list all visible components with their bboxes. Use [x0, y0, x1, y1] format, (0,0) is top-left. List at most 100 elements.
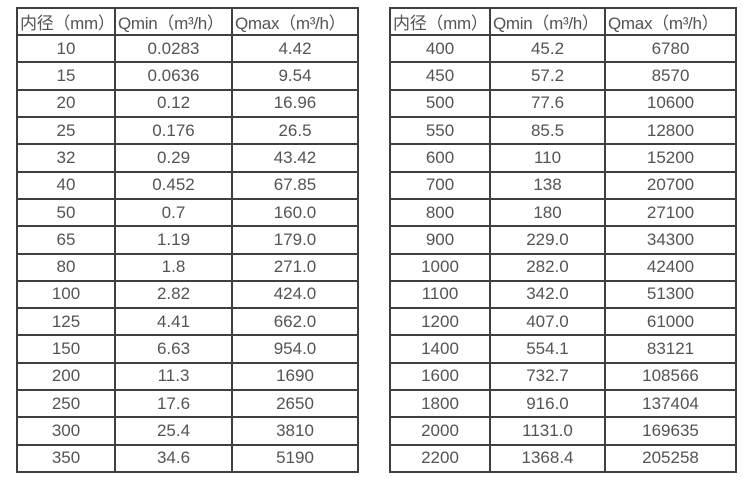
diameter-cell: 300	[16, 416, 116, 446]
table-row: 50 0.7 160.0	[16, 197, 359, 228]
table-row: 550 85.5 12800	[389, 115, 737, 146]
table-row: 32 0.29 43.42	[16, 143, 359, 173]
diameter-cell: 150	[16, 334, 116, 364]
qmax-cell: 4.42	[231, 33, 359, 64]
diameter-cell: 1100	[389, 279, 491, 310]
diameter-cell: 32	[16, 143, 116, 173]
qmax-cell: 9.54	[231, 61, 359, 91]
diameter-cell: 1600	[389, 361, 491, 392]
qmax-cell: 83121	[604, 334, 737, 364]
qmin-cell: 4.41	[114, 307, 233, 337]
qmin-cell: 45.2	[489, 33, 606, 64]
qmin-cell: 110	[489, 143, 606, 173]
qmax-cell: 12800	[604, 115, 737, 146]
qmin-cell: 17.6	[114, 389, 233, 419]
table-row: 100 2.82 424.0	[16, 279, 359, 310]
diameter-cell: 80	[16, 252, 116, 282]
diameter-cell: 1200	[389, 307, 491, 337]
table-row: 25 0.176 26.5	[16, 115, 359, 146]
qmin-cell: 1.8	[114, 252, 233, 282]
qmin-cell: 0.29	[114, 143, 233, 173]
qmax-cell: 108566	[604, 361, 737, 392]
qmax-cell: 34300	[604, 225, 737, 255]
table-row: 20 0.12 16.96	[16, 88, 359, 118]
table-row: 2000 1131.0 169635	[389, 416, 737, 446]
qmin-cell: 57.2	[489, 61, 606, 91]
table-row: 40 0.452 67.85	[16, 170, 359, 200]
diameter-cell: 900	[389, 225, 491, 255]
table-row: 500 77.6 10600	[389, 88, 737, 118]
qmin-cell: 0.12	[114, 88, 233, 118]
qmax-cell: 5190	[231, 443, 359, 474]
table-row: 200 11.3 1690	[16, 361, 359, 392]
table-row: 1000 282.0 42400	[389, 252, 737, 282]
diameter-column-header: 内径（mm）	[389, 7, 491, 36]
qmax-cell: 169635	[604, 416, 737, 446]
diameter-cell: 50	[16, 197, 116, 228]
qmax-cell: 51300	[604, 279, 737, 310]
header-row: 内径（mm） Qmin（m³/h） Qmax（m³/h）	[16, 7, 359, 36]
table-row: 80 1.8 271.0	[16, 252, 359, 282]
qmin-cell: 138	[489, 170, 606, 200]
diameter-cell: 200	[16, 361, 116, 392]
qmin-cell: 6.63	[114, 334, 233, 364]
diameter-cell: 100	[16, 279, 116, 310]
table-row: 15 0.0636 9.54	[16, 61, 359, 91]
qmin-cell: 0.0636	[114, 61, 233, 91]
qmax-cell: 61000	[604, 307, 737, 337]
qmax-cell: 954.0	[231, 334, 359, 364]
qmin-cell: 282.0	[489, 252, 606, 282]
diameter-cell: 600	[389, 143, 491, 173]
table-row: 65 1.19 179.0	[16, 225, 359, 255]
qmin-cell: 342.0	[489, 279, 606, 310]
table-row: 1100 342.0 51300	[389, 279, 737, 310]
diameter-cell: 1000	[389, 252, 491, 282]
qmax-cell: 43.42	[231, 143, 359, 173]
qmax-cell: 3810	[231, 416, 359, 446]
qmax-cell: 20700	[604, 170, 737, 200]
qmin-cell: 2.82	[114, 279, 233, 310]
qmin-cell: 0.452	[114, 170, 233, 200]
qmin-cell: 34.6	[114, 443, 233, 474]
table-row: 2200 1368.4 205258	[389, 443, 737, 474]
qmax-column-header: Qmax（m³/h）	[604, 7, 737, 36]
table-row: 800 180 27100	[389, 197, 737, 228]
diameter-cell: 65	[16, 225, 116, 255]
qmin-cell: 1.19	[114, 225, 233, 255]
qmax-cell: 1690	[231, 361, 359, 392]
qmax-cell: 8570	[604, 61, 737, 91]
diameter-cell: 25	[16, 115, 116, 146]
qmin-cell: 732.7	[489, 361, 606, 392]
diameter-cell: 250	[16, 389, 116, 419]
table-row: 150 6.63 954.0	[16, 334, 359, 364]
qmin-cell: 0.176	[114, 115, 233, 146]
table-row: 600 110 15200	[389, 143, 737, 173]
diameter-column-header: 内径（mm）	[16, 7, 116, 36]
table-row: 400 45.2 6780	[389, 33, 737, 64]
qmax-cell: 16.96	[231, 88, 359, 118]
qmin-cell: 1368.4	[489, 443, 606, 474]
diameter-cell: 15	[16, 61, 116, 91]
qmax-cell: 271.0	[231, 252, 359, 282]
qmax-cell: 205258	[604, 443, 737, 474]
qmin-cell: 407.0	[489, 307, 606, 337]
table-row: 1200 407.0 61000	[389, 307, 737, 337]
diameter-cell: 400	[389, 33, 491, 64]
qmin-cell: 554.1	[489, 334, 606, 364]
table-row: 350 34.6 5190	[16, 443, 359, 474]
table-row: 700 138 20700	[389, 170, 737, 200]
diameter-cell: 350	[16, 443, 116, 474]
qmin-column-header: Qmin（m³/h）	[114, 7, 233, 36]
qmin-cell: 180	[489, 197, 606, 228]
diameter-cell: 125	[16, 307, 116, 337]
diameter-cell: 2200	[389, 443, 491, 474]
qmin-cell: 229.0	[489, 225, 606, 255]
qmin-cell: 1131.0	[489, 416, 606, 446]
table-row: 1800 916.0 137404	[389, 389, 737, 419]
table-row: 900 229.0 34300	[389, 225, 737, 255]
diameter-cell: 1800	[389, 389, 491, 419]
qmin-cell: 25.4	[114, 416, 233, 446]
table-row: 125 4.41 662.0	[16, 307, 359, 337]
qmin-cell: 0.0283	[114, 33, 233, 64]
